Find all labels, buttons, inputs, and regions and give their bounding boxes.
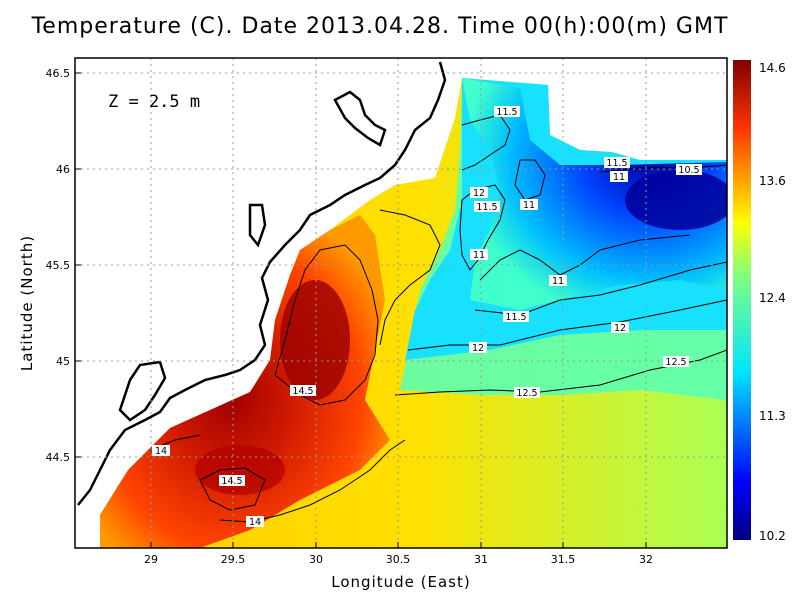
contour-label: 11 [613, 172, 625, 183]
depth-label: Z = 2.5 m [108, 92, 200, 112]
contour-label: 12.5 [516, 388, 537, 399]
contour-label: 11.5 [606, 158, 627, 169]
x-tick-marks [150, 542, 647, 548]
y-tick-label: 45.5 [46, 259, 71, 272]
lagoon-coast [333, 90, 387, 147]
contour-label: 11 [552, 276, 564, 287]
contour-label: 11 [523, 200, 535, 211]
chart-title: Temperature (C). Date 2013.04.28. Time 0… [31, 14, 729, 39]
contour-label: 11.5 [476, 202, 497, 213]
cold-spot [625, 170, 727, 230]
contour-label: 12 [473, 188, 485, 199]
land-mask-ne [540, 58, 727, 160]
temperature-field [75, 58, 727, 548]
plot-frame [74, 57, 728, 549]
danube-coast [118, 360, 167, 422]
contour-label: 14 [155, 446, 167, 457]
y-tick-label: 45 [56, 355, 70, 368]
colorbar-tick-label: 13.6 [759, 174, 786, 188]
coastline [77, 61, 447, 506]
colorbar-tick-label: 10.2 [759, 529, 786, 543]
island-coast [248, 203, 267, 248]
contour-label: 14 [249, 517, 261, 528]
x-tick-label: 31 [474, 553, 488, 566]
x-tick-label: 31.5 [551, 553, 576, 566]
contour-label: 12 [472, 343, 484, 354]
contour-label: 11.5 [505, 312, 526, 323]
x-tick-label: 32 [639, 553, 653, 566]
y-tick-label: 46.5 [46, 67, 71, 80]
y-axis-label: Latitude (North) [18, 235, 36, 371]
colorbar-tick-label: 14.6 [759, 61, 786, 75]
land-mask [75, 58, 450, 548]
contour-label: 12.5 [665, 357, 686, 368]
contour-label: 10.5 [678, 165, 699, 176]
x-axis-label: Longitude (East) [331, 573, 470, 591]
x-tick-label: 30.5 [386, 553, 411, 566]
warm-core [280, 280, 350, 400]
contour-label: 11 [473, 250, 485, 261]
warm-spot [195, 445, 285, 495]
x-tick-label: 29.5 [221, 553, 246, 566]
y-tick-label: 44.5 [46, 451, 71, 464]
cold-core [462, 78, 727, 310]
contour-label: 14.5 [221, 476, 242, 487]
contour-label: 11.5 [496, 107, 517, 118]
colorbar-tick-label: 11.3 [759, 409, 786, 423]
colorbar-tick-label: 12.4 [759, 291, 786, 305]
x-tick-label: 30 [309, 553, 323, 566]
x-tick-label: 29 [144, 553, 158, 566]
y-tick-marks [75, 72, 81, 458]
contour-labels: 11.5 11.5 10.5 11 12 11.5 11 11 11 11.5 … [152, 106, 702, 528]
colorbar [733, 60, 751, 540]
contour-label: 12 [614, 323, 626, 334]
y-tick-label: 46 [56, 163, 70, 176]
contour-label: 14.5 [292, 386, 313, 397]
grid-lines [75, 58, 727, 548]
